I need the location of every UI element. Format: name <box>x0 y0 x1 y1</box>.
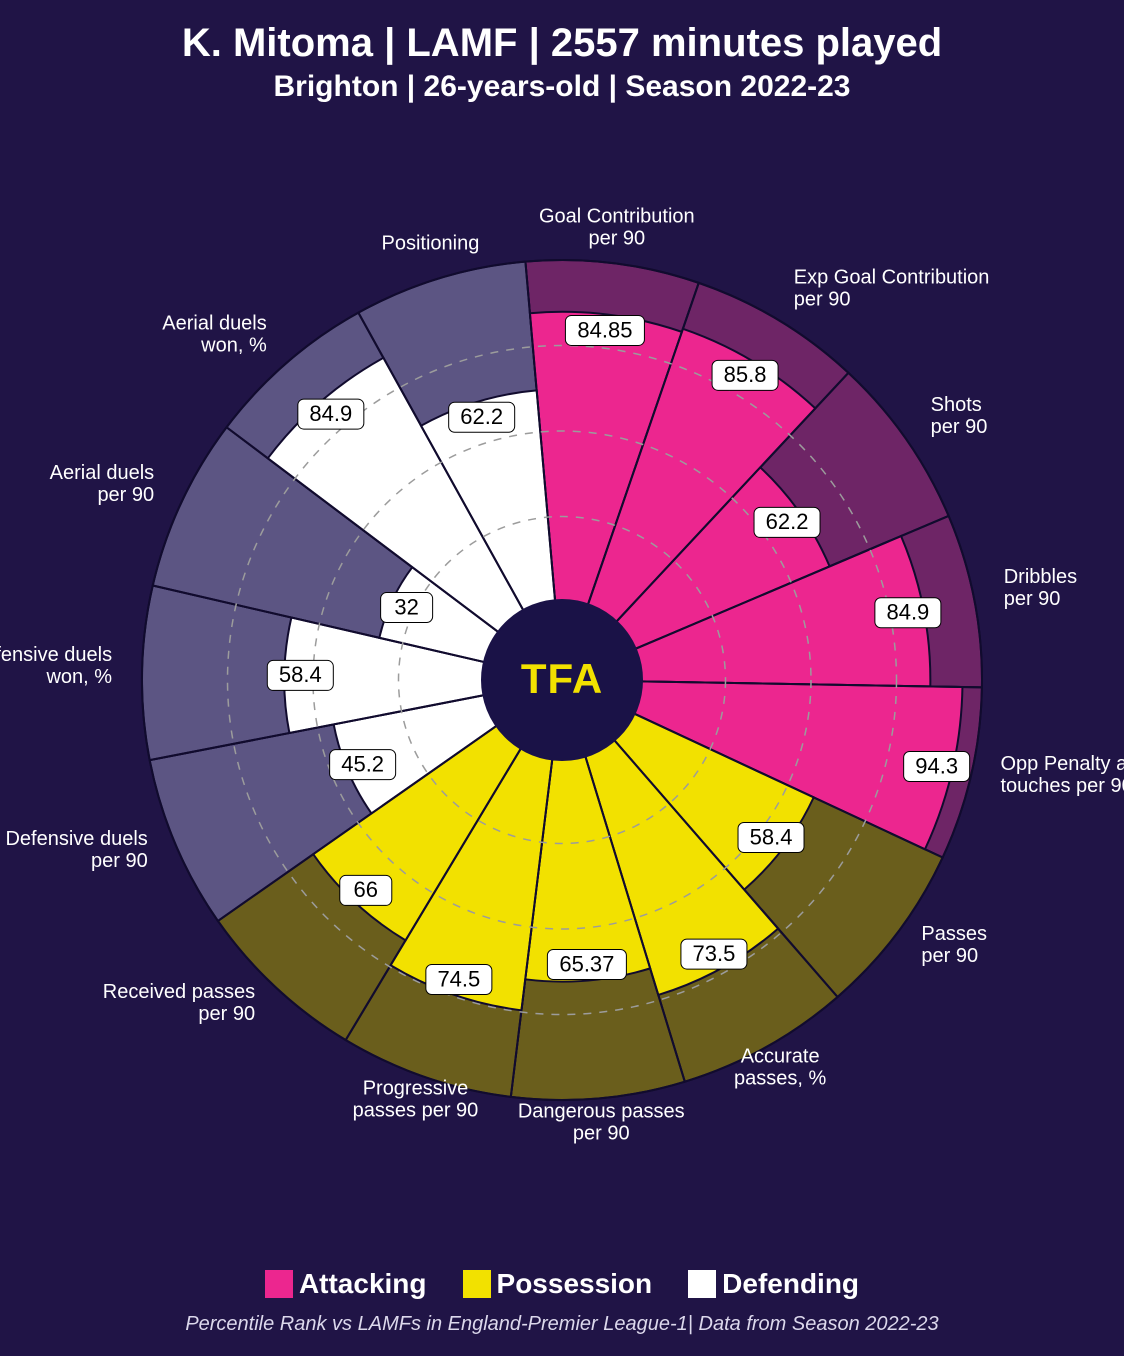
chart-title: K. Mitoma | LAMF | 2557 minutes played <box>0 20 1124 66</box>
chart-wrap: Goal Contributionper 90 Exp Goal Contribu… <box>0 150 1124 1210</box>
metric-label: Defensive duelswon, % <box>0 644 112 688</box>
chart-subtitle: Brighton | 26-years-old | Season 2022-23 <box>0 70 1124 104</box>
legend-swatch <box>688 1270 716 1298</box>
value-box: 74.5 <box>426 965 492 995</box>
svg-text:94.3: 94.3 <box>915 753 958 778</box>
chart-footer: Percentile Rank vs LAMFs in England-Prem… <box>0 1313 1124 1336</box>
metric-label: Aerial duelswon, % <box>162 312 267 356</box>
value-box: 73.5 <box>681 939 747 969</box>
legend-swatch <box>463 1270 491 1298</box>
value-box: 32 <box>381 593 433 623</box>
metric-label: Goal Contributionper 90 <box>539 205 695 249</box>
legend-item: Attacking <box>265 1268 427 1300</box>
legend-label: Attacking <box>299 1268 427 1300</box>
metric-label: Aerial duelsper 90 <box>50 462 155 506</box>
value-box: 45.2 <box>330 750 396 780</box>
svg-text:84.85: 84.85 <box>577 317 632 342</box>
svg-text:32: 32 <box>394 594 418 619</box>
metric-label: Progressivepasses per 90 <box>353 1077 479 1121</box>
metric-label: Shotsper 90 <box>931 394 988 438</box>
svg-text:58.4: 58.4 <box>279 662 322 687</box>
metric-label: Accuratepasses, % <box>734 1046 826 1090</box>
value-box: 85.8 <box>712 360 778 390</box>
value-box: 62.2 <box>754 507 820 537</box>
svg-text:85.8: 85.8 <box>724 362 767 387</box>
value-box: 94.3 <box>904 751 970 781</box>
metric-label: Dribblesper 90 <box>1004 566 1077 610</box>
legend-item: Defending <box>688 1268 859 1300</box>
metric-label: Received passesper 90 <box>103 981 255 1025</box>
metric-label: Dangerous passesper 90 <box>518 1100 685 1144</box>
svg-text:84.9: 84.9 <box>309 401 352 426</box>
legend-label: Defending <box>722 1268 859 1300</box>
radial-bar-chart: Goal Contributionper 90 Exp Goal Contribu… <box>32 150 1092 1210</box>
value-box: 84.9 <box>875 598 941 628</box>
metric-label: Positioning <box>382 233 480 255</box>
legend-item: Possession <box>463 1268 653 1300</box>
svg-text:62.2: 62.2 <box>460 404 503 429</box>
metric-label: Exp Goal Contributionper 90 <box>794 266 990 310</box>
root: K. Mitoma | LAMF | 2557 minutes played B… <box>0 0 1124 1356</box>
value-box: 58.4 <box>738 823 804 853</box>
svg-text:66: 66 <box>354 877 378 902</box>
legend: Attacking Possession Defending <box>0 1268 1124 1300</box>
svg-text:65.37: 65.37 <box>559 951 614 976</box>
value-box: 65.37 <box>547 949 626 979</box>
svg-text:45.2: 45.2 <box>341 751 384 776</box>
metric-label: Opp Penalty areatouches per 90 <box>1000 753 1124 797</box>
center-logo-text: TFA <box>521 655 603 702</box>
value-box: 62.2 <box>449 402 515 432</box>
svg-text:73.5: 73.5 <box>693 941 736 966</box>
metric-label: Defensive duelsper 90 <box>5 828 147 872</box>
value-box: 84.9 <box>298 399 364 429</box>
legend-swatch <box>265 1270 293 1298</box>
title-block: K. Mitoma | LAMF | 2557 minutes played B… <box>0 20 1124 104</box>
metric-label: Passesper 90 <box>921 923 987 967</box>
value-box: 58.4 <box>267 660 333 690</box>
legend-label: Possession <box>497 1268 653 1300</box>
svg-text:62.2: 62.2 <box>766 509 809 534</box>
svg-text:74.5: 74.5 <box>437 966 480 991</box>
svg-text:58.4: 58.4 <box>750 824 793 849</box>
value-box: 84.85 <box>565 315 644 345</box>
svg-text:84.9: 84.9 <box>886 600 929 625</box>
value-box: 66 <box>340 875 392 905</box>
